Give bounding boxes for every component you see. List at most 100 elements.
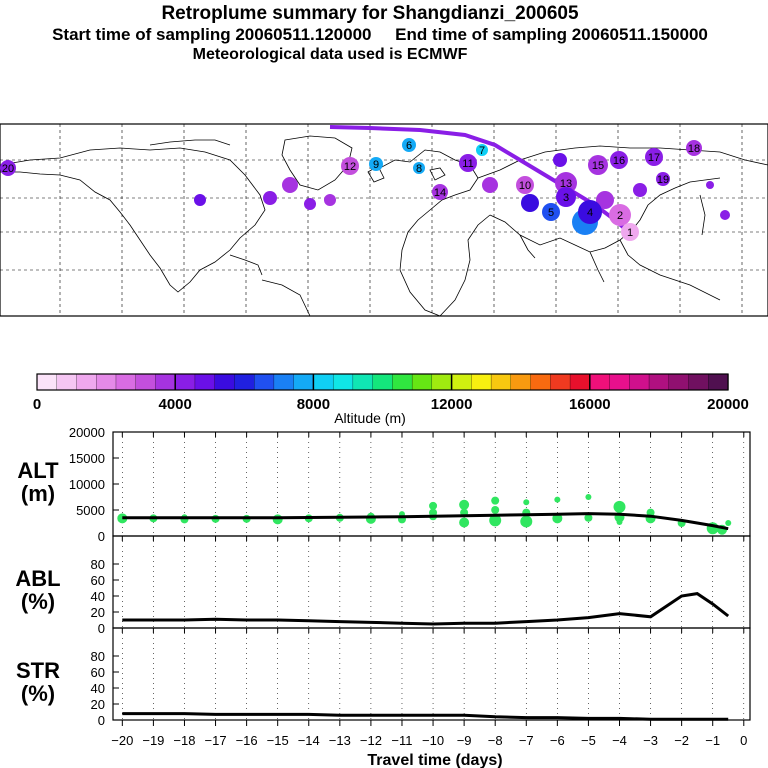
plume-day-label: 17 xyxy=(648,152,660,164)
colorbar-cell xyxy=(352,373,374,391)
colorbar-cell xyxy=(234,373,255,391)
altitude-colorbar: 0 4000 8000 12000 16000 20000 Altitude (m) xyxy=(33,373,749,426)
colorbar-title: Altitude (m) xyxy=(334,410,406,426)
y-tick-label: 0 xyxy=(98,713,105,728)
str-label: STR xyxy=(16,658,60,683)
x-tick-label: −9 xyxy=(457,733,472,748)
met-data-note: Meteorological data used is ECMWF xyxy=(192,46,468,63)
colorbar-cell xyxy=(569,373,591,391)
plume-dot xyxy=(556,187,576,207)
colorbar-cell xyxy=(629,373,650,391)
str-frame xyxy=(112,627,751,721)
plume-dot xyxy=(369,157,383,171)
plume-day-label: 14 xyxy=(434,187,446,199)
alt-series-line xyxy=(122,512,729,531)
colorbar-cell xyxy=(56,373,78,391)
colorbar-frame xyxy=(36,373,729,391)
plume-dot xyxy=(263,191,277,205)
x-tick-label: −19 xyxy=(142,733,164,748)
colorbar-cell xyxy=(96,373,117,391)
plume-dot xyxy=(459,154,477,172)
y-tick-label: 60 xyxy=(91,573,105,588)
plume-dot xyxy=(432,184,448,200)
x-tick-label: −2 xyxy=(674,733,689,748)
colorbar-cell xyxy=(392,373,413,391)
x-tick-label: 0 xyxy=(740,733,747,748)
plume-dot xyxy=(610,151,628,169)
altitude-scatter-point xyxy=(584,513,593,522)
x-tick-label: −13 xyxy=(329,733,351,748)
plume-day-label: 12 xyxy=(344,161,356,173)
plume-dot xyxy=(555,172,577,194)
colorbar-cell xyxy=(135,373,157,391)
plume-dot xyxy=(609,204,631,226)
plume-dot xyxy=(588,155,608,175)
title-block: Retroplume summary for Shangdianzi_20060… xyxy=(0,0,768,70)
colorbar-tick-label: 4000 xyxy=(159,396,192,413)
y-tick-label: 40 xyxy=(91,681,105,696)
altitude-scatter-point xyxy=(725,520,732,526)
colorbar-cell xyxy=(708,373,729,391)
plume-dot xyxy=(621,223,639,241)
colorbar-cell xyxy=(36,373,58,391)
altitude-scatter-point xyxy=(585,494,592,500)
y-tick-label: 15000 xyxy=(69,451,105,466)
alt-panel: 0 5000 10000 15000 20000 ALT(m) xyxy=(17,425,751,544)
colorbar-cell xyxy=(648,373,670,391)
plume-dot xyxy=(596,191,614,209)
plume-dot xyxy=(516,176,534,194)
x-axis-label: Travel time (days) xyxy=(367,752,502,768)
colorbar-cell xyxy=(688,373,709,391)
colorbar-cell xyxy=(76,373,97,391)
colorbar-cell xyxy=(214,373,236,391)
altitude-scatter-point xyxy=(459,517,470,528)
y-tick-label: 60 xyxy=(91,665,105,680)
alt-units: (m) xyxy=(21,481,55,506)
abl-units: (%) xyxy=(21,589,55,614)
x-tick-label: −15 xyxy=(267,733,289,748)
plume-dot xyxy=(304,198,316,210)
y-tick-label: 20000 xyxy=(69,425,105,440)
x-tick-label: −4 xyxy=(612,733,627,748)
altitude-scatter-point xyxy=(552,513,563,524)
y-tick-label: 20 xyxy=(91,605,105,620)
plume-day-label: 20 xyxy=(2,163,14,175)
colorbar-tick-label: 16000 xyxy=(569,396,611,413)
colorbar-cell xyxy=(451,373,472,391)
colorbar-cell xyxy=(668,373,690,391)
y-tick-label: 5000 xyxy=(76,503,105,518)
map-gridlines xyxy=(0,124,768,316)
plume-dot xyxy=(706,181,714,189)
colorbar-cell xyxy=(411,373,433,391)
plume-day-label: 13 xyxy=(560,178,572,190)
main-title: Retroplume summary for Shangdianzi_20060… xyxy=(161,3,579,24)
colorbar-cell xyxy=(490,373,512,391)
plume-day-label: 8 xyxy=(416,163,422,175)
colorbar-cell xyxy=(471,373,492,391)
altitude-scatter-point xyxy=(272,514,283,525)
altitude-scatter-point xyxy=(523,499,530,506)
altitude-scatter-point xyxy=(554,496,561,503)
plume-day-label: 10 xyxy=(519,180,531,192)
x-tick-label: −18 xyxy=(173,733,195,748)
plume-dot xyxy=(341,157,359,175)
y-tick-label: 20 xyxy=(91,697,105,712)
plume-dot xyxy=(402,138,416,152)
plume-dot xyxy=(482,177,498,193)
plume-dot xyxy=(282,177,298,193)
x-tick-label: −16 xyxy=(236,733,258,748)
abl-series-line xyxy=(122,592,730,626)
altitude-scatter-point xyxy=(429,508,438,517)
str-series-line xyxy=(122,712,729,721)
plume-day-label: 1 xyxy=(627,227,633,239)
x-tick-label: −5 xyxy=(581,733,596,748)
colorbar-cell xyxy=(332,373,354,391)
world-map: 20 12 9 8 7 6 11 10 13 14 15 16 17 18 19 5 4 3 21 xyxy=(0,123,768,317)
x-axis: −20 −19 −18 −17 −16 −15 −14 −13 −12 −11 −10 −9 −8 −7−… xyxy=(111,720,747,768)
plume-dot xyxy=(578,200,602,224)
altitude-scatter-point xyxy=(491,496,500,505)
x-tick-label: −10 xyxy=(422,733,444,748)
